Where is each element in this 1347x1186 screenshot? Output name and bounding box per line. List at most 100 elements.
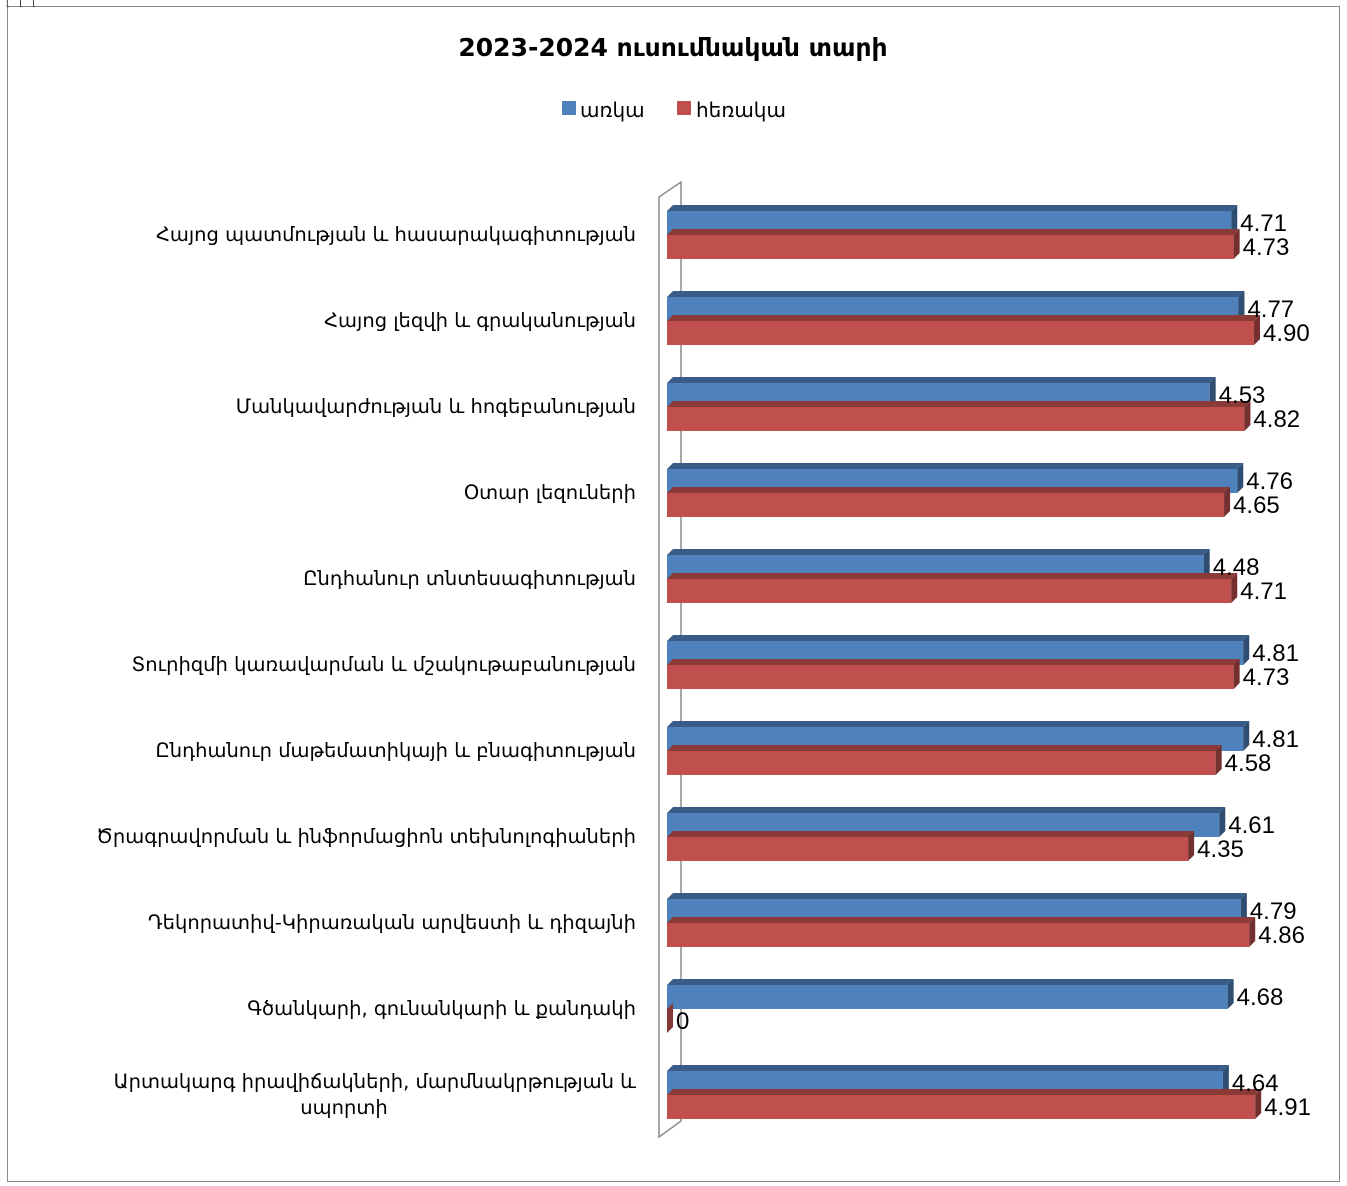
bar-top-face (667, 487, 1231, 493)
legend-swatch-series-1 (562, 101, 576, 115)
value-label: 4.82 (1253, 406, 1300, 433)
bar-side-face (1209, 377, 1216, 407)
category-label: Տուրիզմի կառավարման և մշակութաբանության (132, 653, 637, 676)
bar-side-face (1243, 721, 1250, 751)
bar-front-face (667, 493, 1225, 517)
bar-front-face (667, 1095, 1256, 1119)
bar-top-face (667, 291, 1245, 297)
bar-series-2 (667, 229, 1240, 259)
bar-top-face (667, 463, 1244, 469)
bar-series-2 (667, 573, 1238, 603)
value-label: 4.73 (1243, 664, 1290, 691)
value-label: 4.35 (1197, 836, 1244, 863)
bar-series-2 (667, 831, 1195, 861)
bar-top-face (667, 831, 1195, 837)
bar-top-face (667, 377, 1216, 383)
bar-top-face (667, 205, 1238, 211)
bar-side-face (1254, 315, 1261, 345)
bar-top-face (667, 807, 1226, 813)
legend-swatch-series-2 (677, 101, 691, 115)
legend-label-series-2: հեռակա (696, 98, 786, 122)
category-label: Ծրագրավորման և ինֆորմացիոն տեխնոլոգիաներ… (96, 825, 636, 848)
bar-series-2 (667, 1003, 673, 1033)
value-label: 4.48 (1213, 554, 1260, 581)
bar-side-face (1231, 573, 1238, 603)
bar-top-face (667, 1065, 1229, 1071)
bar-side-face (1203, 549, 1210, 579)
bar-side-face (1255, 1089, 1262, 1119)
bar-side-face (1219, 807, 1226, 837)
bar-top-face (667, 979, 1234, 985)
category-label: սպորտի (300, 1096, 387, 1119)
bar-side-face (1233, 659, 1240, 689)
bar-series-1 (667, 979, 1234, 1009)
value-label: 4.73 (1243, 234, 1290, 261)
bar-side-face (1244, 401, 1251, 431)
category-label: Հայոց լեզվի և գրականության (324, 309, 636, 332)
value-label: 4.81 (1252, 726, 1299, 753)
value-label: 4.58 (1225, 750, 1272, 777)
bar-series-2 (667, 745, 1222, 775)
bar-front-face (667, 837, 1189, 861)
bar-side-face (1237, 463, 1244, 493)
value-label: 4.91 (1264, 1094, 1311, 1121)
bar-side-face (1233, 229, 1240, 259)
category-label: Գծանկարի, գունանկարի և քանդակի (247, 997, 636, 1020)
bar-top-face (667, 315, 1261, 321)
bar-top-face (667, 659, 1240, 665)
value-labels: 4.714.734.774.904.534.824.764.654.484.71… (676, 210, 1311, 1121)
bar-series-1 (667, 1065, 1229, 1095)
category-label: Դեկորատիվ-Կիրառական արվեստի և դիզայնի (148, 911, 636, 934)
category-label: Արտակարգ իրավիճակների, մարմնակրթության և (114, 1070, 637, 1093)
category-label: Մանկավարժության և հոգեբանության (236, 395, 636, 418)
bar-top-face (667, 229, 1240, 235)
bar-side-face (1224, 487, 1231, 517)
bar-top-face (667, 401, 1251, 407)
bar-top-face (667, 893, 1247, 899)
bar-side-face (1222, 1065, 1229, 1095)
value-label: 4.53 (1219, 382, 1266, 409)
bar-side-face (1231, 205, 1238, 235)
bar-front-face (667, 407, 1245, 431)
bar-front-face (667, 235, 1234, 259)
bar-top-face (667, 635, 1250, 641)
value-label: 0 (676, 1008, 689, 1035)
value-label: 4.68 (1237, 984, 1284, 1011)
category-label: Ընդհանուր մաթեմատիկայի և բնագիտության (156, 739, 636, 762)
value-label: 4.65 (1233, 492, 1280, 519)
bar-side-face (1240, 893, 1247, 923)
value-label: 4.71 (1240, 578, 1287, 605)
bar-side-face (1188, 831, 1195, 861)
bar-top-face (667, 549, 1210, 555)
bar-series-2 (667, 917, 1256, 947)
category-labels: Հայոց պատմության և հասարակագիտության Հայո… (96, 223, 636, 1119)
value-label: 4.76 (1246, 468, 1293, 495)
bar-top-face (667, 745, 1222, 751)
chart-title: 2023-2024 ուսումնական տարի (458, 33, 887, 62)
bar-front-face (667, 751, 1216, 775)
bar-front-face (667, 985, 1228, 1009)
bar-series-2 (667, 659, 1240, 689)
bar-front-face (667, 923, 1250, 947)
corner-marks: [ [ [ (6, 0, 40, 9)
bar-series-2 (667, 315, 1261, 345)
value-label: 4.90 (1263, 320, 1310, 347)
bar-top-face (667, 573, 1238, 579)
bar-top-face (667, 917, 1256, 923)
bar-series-2 (667, 1089, 1262, 1119)
value-label: 4.81 (1252, 640, 1299, 667)
bar-front-face (667, 321, 1255, 345)
bar-series-2 (667, 401, 1251, 431)
value-label: 4.64 (1232, 1070, 1279, 1097)
value-label: 4.71 (1240, 210, 1287, 237)
bar-side-face (667, 1003, 673, 1033)
bar-side-face (1215, 745, 1222, 775)
bars (667, 205, 1262, 1119)
category-label: Ընդհանուր տնտեսագիտության (303, 567, 636, 590)
bar-series-2 (667, 487, 1231, 517)
bar-front-face (667, 665, 1234, 689)
value-label: 4.86 (1258, 922, 1305, 949)
bar-side-face (1249, 917, 1256, 947)
category-label: Օտար լեզուների (464, 481, 636, 504)
